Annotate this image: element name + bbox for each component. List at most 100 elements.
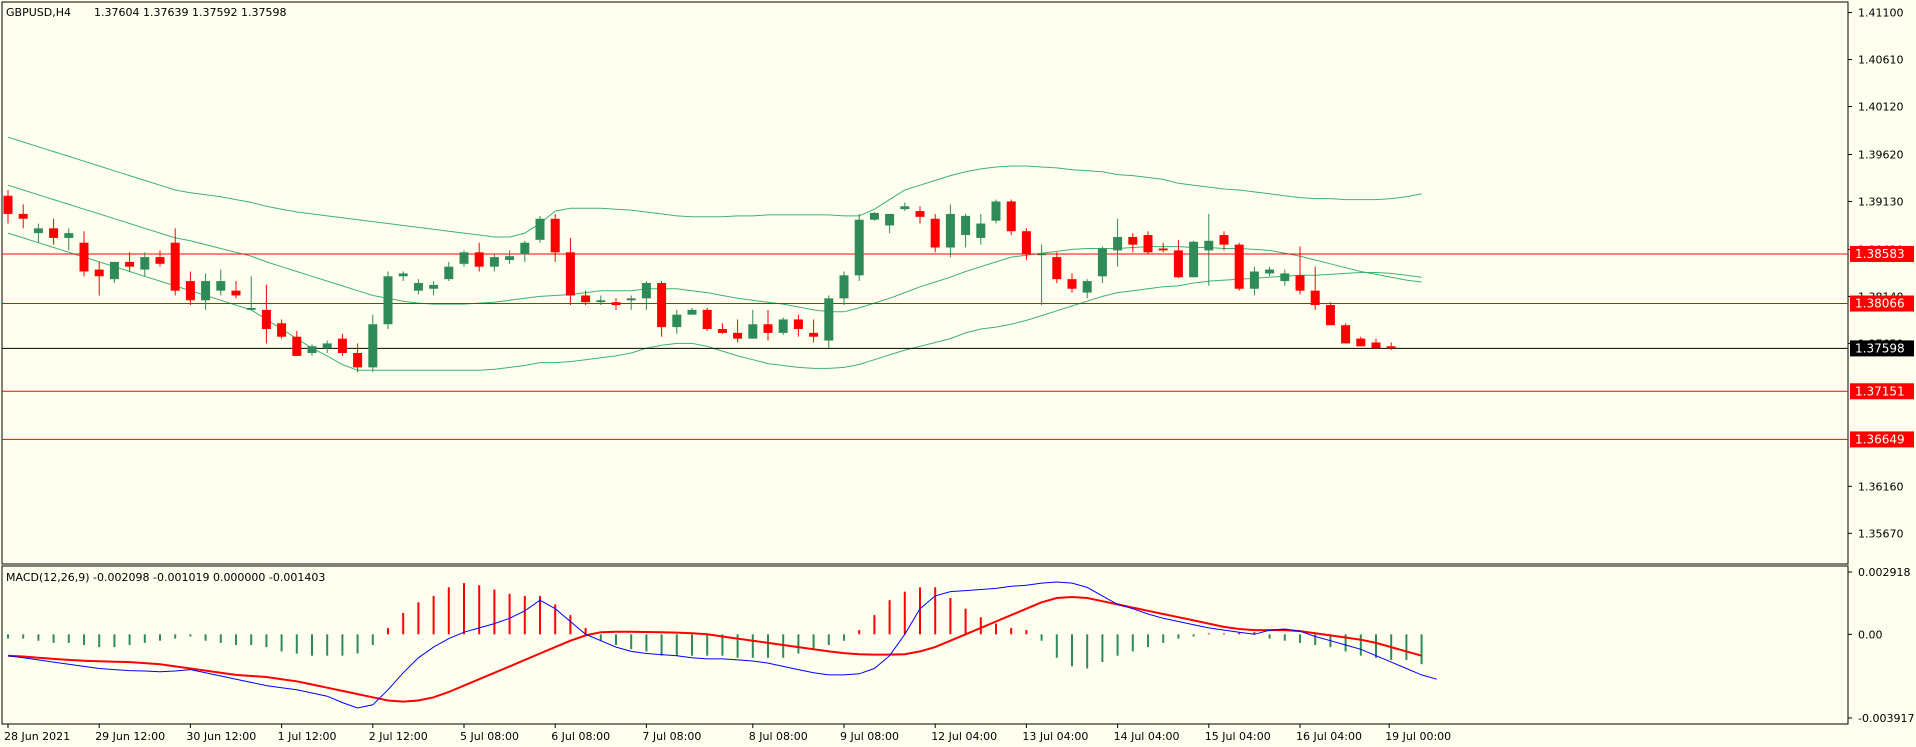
time-axis: 28 Jun 2021 29 Jun 12:00 30 Jun 12:00 1 Jul…: [4, 724, 1451, 743]
price-panel[interactable]: 1.411001.406101.401201.396201.391301.386…: [1, 1, 1914, 565]
macd-main-line: [7, 581, 1437, 709]
time-tick-label: 19 Jul 00:00: [1385, 730, 1451, 743]
bull-candle: [1249, 271, 1259, 289]
bear-candle: [94, 269, 104, 277]
bear-candle: [1371, 342, 1381, 349]
bear-candle: [261, 309, 271, 330]
bear-candle: [185, 281, 195, 301]
bear-candle: [657, 283, 667, 328]
bear-candle: [1021, 231, 1031, 255]
time-tick-label: 2 Jul 12:00: [369, 730, 428, 743]
bear-candle: [18, 213, 28, 219]
bear-candle: [49, 228, 59, 238]
macd-panel[interactable]: 0.002918 0.00 -0.003917 MACD(12,26,9) -0.0…: [1, 565, 1914, 725]
macd-tick-label: -0.003917: [1858, 712, 1914, 725]
bull-candle: [1280, 273, 1290, 282]
bull-candle: [459, 252, 469, 264]
bull-candle: [748, 324, 758, 339]
bear-candle: [1386, 346, 1396, 349]
level-badge-label: 1.36649: [1855, 432, 1905, 446]
bull-candle: [1204, 240, 1214, 251]
time-tick-label: 5 Jul 08:00: [460, 730, 519, 743]
level-badge-label: 1.37151: [1855, 384, 1905, 398]
bear-candle: [231, 290, 241, 296]
time-tick-label: 15 Jul 04:00: [1205, 730, 1271, 743]
bull-candle: [687, 309, 697, 315]
time-tick-label: 9 Jul 08:00: [840, 730, 899, 743]
bull-candle: [140, 257, 150, 270]
time-tick-label: 1 Jul 12:00: [278, 730, 337, 743]
bear-candle: [79, 242, 89, 272]
price-tick-label: 1.39130: [1858, 195, 1904, 208]
level-badge-label: 1.38583: [1855, 247, 1905, 261]
bear-candle: [1143, 235, 1153, 253]
bull-candle: [824, 298, 834, 341]
bear-candle: [565, 252, 575, 296]
bull-candle: [991, 201, 1001, 221]
bull-candle: [322, 343, 332, 349]
bull-candle: [535, 218, 545, 240]
bull-candle: [1189, 241, 1199, 278]
time-tick-label: 29 Jun 12:00: [95, 730, 165, 743]
price-tick-label: 1.35670: [1858, 527, 1904, 540]
time-tick-label: 13 Jul 04:00: [1022, 730, 1088, 743]
bear-candle: [793, 319, 803, 330]
bear-candle: [337, 338, 347, 354]
level-badge: [1850, 295, 1914, 312]
macd-panel-border: [1, 565, 1849, 725]
candles: [3, 189, 1396, 373]
bear-candle: [1158, 248, 1168, 251]
bull-candle: [945, 213, 955, 248]
bull-candle: [505, 256, 515, 260]
bull-candle: [383, 276, 393, 325]
time-tick-label: 14 Jul 04:00: [1114, 730, 1180, 743]
macd-axis: 0.002918 0.00 -0.003917: [1848, 566, 1914, 725]
bear-candle: [1006, 201, 1016, 232]
bull-candle: [885, 213, 895, 226]
bear-candle: [1295, 275, 1305, 291]
price-tick-label: 1.36160: [1858, 480, 1904, 493]
bear-candle: [1234, 244, 1244, 289]
time-tick-label: 28 Jun 2021: [4, 730, 70, 743]
bull-candle: [1082, 281, 1092, 293]
current-price-badge: [1850, 340, 1914, 357]
bull-candle: [216, 281, 226, 291]
bull-candle: [398, 273, 408, 277]
bull-candle: [33, 228, 43, 234]
price-tick-label: 1.40610: [1858, 54, 1904, 67]
bull-candle: [778, 319, 788, 333]
bull-candle: [1265, 269, 1275, 274]
level-badge: [1850, 431, 1914, 448]
time-tick-label: 6 Jul 08:00: [551, 730, 610, 743]
price-tick-label: 1.41100: [1858, 7, 1904, 20]
level-badge-label: 1.38066: [1855, 297, 1905, 311]
bear-candle: [1173, 250, 1183, 278]
price-tick-label: 1.40120: [1858, 101, 1904, 114]
time-tick-label: 16 Jul 04:00: [1296, 730, 1362, 743]
bull-candle: [1037, 254, 1047, 256]
bull-candle: [413, 283, 423, 291]
bear-candle: [581, 295, 591, 303]
bear-candle: [292, 336, 302, 356]
bear-candle: [930, 218, 940, 248]
bull-candle: [489, 257, 499, 267]
bear-candle: [717, 329, 727, 333]
bull-candle: [961, 215, 971, 236]
macd-histogram: [7, 583, 1423, 669]
bear-candle: [915, 211, 925, 217]
bear-candle: [1356, 338, 1366, 347]
bull-candle: [596, 300, 606, 303]
macd-tick-label: 0.002918: [1858, 566, 1911, 579]
bull-candle: [444, 266, 454, 280]
bear-candle: [1219, 235, 1229, 245]
bear-candle: [733, 332, 743, 339]
bear-candle: [155, 257, 165, 264]
bear-candle: [474, 252, 484, 267]
bear-candle: [277, 323, 287, 337]
bear-candle: [1128, 236, 1138, 245]
bear-candle: [1052, 257, 1062, 280]
bull-candle: [368, 324, 378, 368]
bull-candle: [307, 346, 317, 354]
